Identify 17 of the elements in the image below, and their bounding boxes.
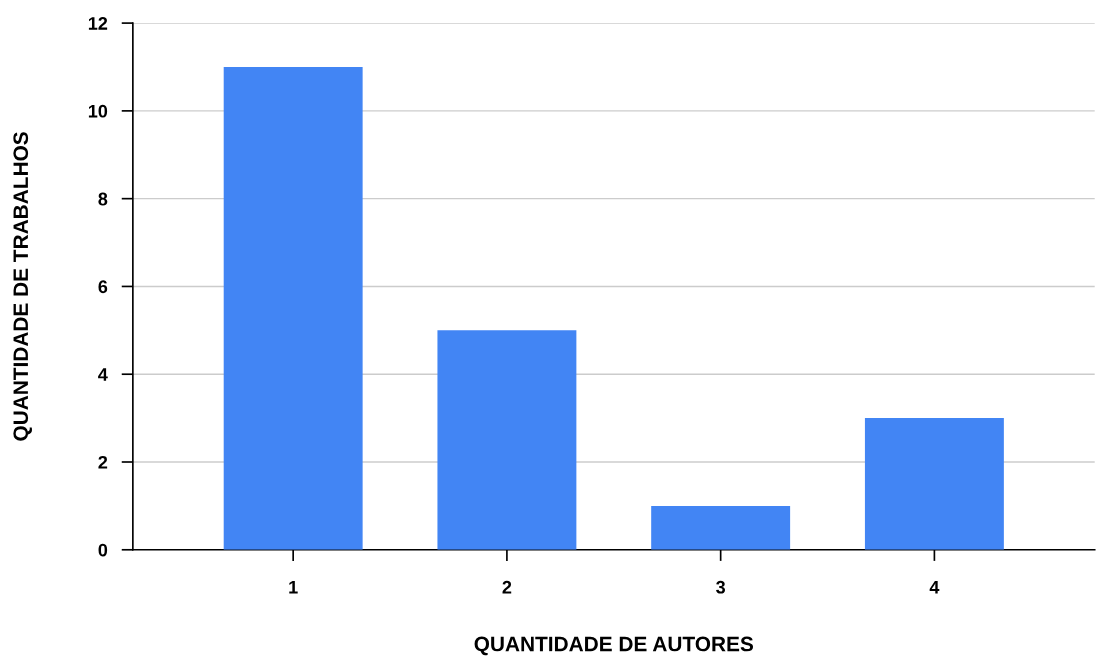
x-tick-label: 1 <box>289 581 298 594</box>
y-axis-title: QUANTIDADE DE TRABALHOS <box>13 132 32 441</box>
y-tick-label: 2 <box>98 455 108 469</box>
bar <box>651 505 791 550</box>
x-tick-label: 3 <box>716 580 726 594</box>
x-tick-label: 2 <box>502 580 512 594</box>
bar <box>223 66 363 550</box>
x-axis-title: QUANTIDADE DE AUTORES <box>474 636 754 656</box>
bar <box>437 330 577 550</box>
y-tick-label: 6 <box>98 280 108 294</box>
y-tick-label: 4 <box>98 368 108 381</box>
y-tick-label: 8 <box>98 192 108 206</box>
y-tick-label: 0 <box>98 543 108 557</box>
x-tick-label: 4 <box>929 581 940 594</box>
y-tick-label: 10 <box>88 104 108 118</box>
y-tick-label: 12 <box>88 17 108 30</box>
bar <box>864 418 1004 550</box>
